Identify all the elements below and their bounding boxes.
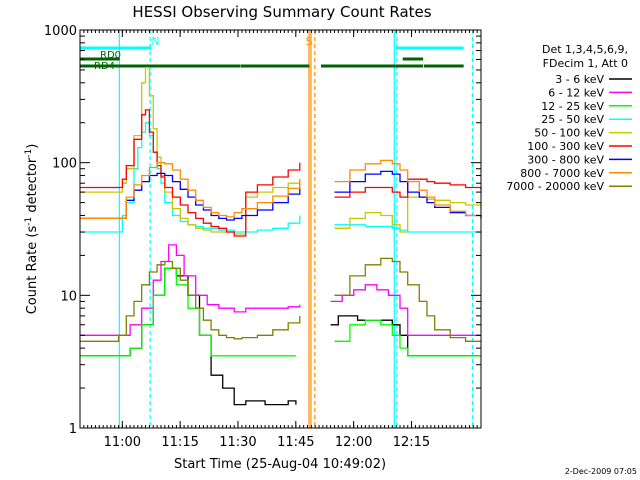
legend-label-1: 6 - 12 keV [548, 86, 604, 99]
series-line-7 [80, 159, 482, 220]
plot-frame [79, 29, 482, 429]
legend-label-0: 3 - 6 keV [555, 73, 604, 86]
y-axis-label-mid: detector [25, 157, 40, 217]
state-bar-label-2: RD4 [94, 61, 115, 72]
state-bar-label-1: RD0 [100, 50, 121, 61]
legend-header-2: FDecim 1, Att 0 [543, 57, 628, 70]
legend-header-1: Det 1,3,4,5,6,9, [542, 43, 628, 56]
legend-label-7: 800 - 7000 keV [520, 167, 604, 180]
x-axis-ticks: 11:00 11:15 11:30 11:45 12:00 12:15 [79, 30, 482, 450]
timestamp: 2-Dec-2009 07:05 [565, 467, 637, 476]
y-axis-label-end: ) [25, 144, 40, 149]
y-tick-label-2: 100 [52, 157, 77, 172]
y-tick-label-3: 1000 [44, 24, 77, 39]
legend-label-5: 100 - 300 keV [527, 140, 604, 153]
y-axis-label-sup2: -1 [24, 149, 34, 158]
data-series [80, 67, 482, 406]
x-tick-label-5: 12:15 [393, 435, 430, 450]
legend-label-4: 50 - 100 keV [534, 127, 604, 140]
annotation-1: S [306, 35, 313, 48]
y-axis-label: Count Rate (s-1 detector-1) [24, 144, 40, 315]
chart-title: HESSI Observing Summary Count Rates [132, 3, 431, 21]
y-tick-label-0: 1 [69, 422, 77, 437]
series-line-0 [80, 267, 481, 406]
legend-label-2: 12 - 25 keV [541, 100, 604, 113]
x-tick-label-3: 11:45 [277, 435, 314, 450]
annotation-0: N [151, 35, 159, 48]
legend-label-3: 25 - 50 keV [541, 113, 604, 126]
y-axis-ticks: 1 10 100 1000 [44, 24, 481, 437]
series-line-2 [80, 267, 481, 357]
y-tick-label-1: 10 [60, 289, 77, 304]
y-axis-label-main: Count Rate (s [25, 226, 40, 315]
x-axis-label: Start Time (25-Aug-04 10:49:02) [174, 457, 386, 472]
x-tick-label-0: 11:00 [104, 435, 141, 450]
x-tick-label-1: 11:15 [161, 435, 198, 450]
x-tick-label-2: 11:30 [219, 435, 256, 450]
vertical-lines [118, 30, 474, 428]
legend-label-8: 7000 - 20000 keV [506, 180, 604, 193]
series-line-8 [80, 257, 481, 342]
y-axis-label-sup1: -1 [24, 217, 34, 226]
x-tick-label-4: 12:00 [335, 435, 372, 450]
legend-label-6: 300 - 800 keV [527, 153, 604, 166]
series-line-5 [80, 109, 482, 237]
series-line-1 [80, 244, 481, 336]
series-line-4 [80, 67, 482, 235]
